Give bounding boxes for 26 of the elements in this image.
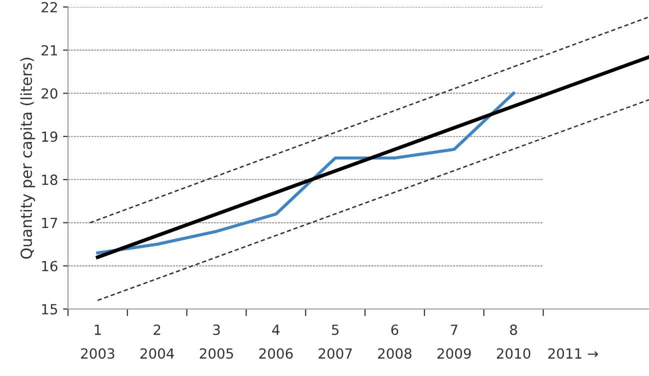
x2-tick-label: 2005	[200, 348, 233, 359]
y-tick-label: 21	[42, 45, 57, 56]
y-tick-label: 16	[42, 260, 58, 272]
x-tick-label: 3	[213, 324, 220, 336]
x2-tick-label: 2006	[259, 348, 293, 359]
y-tick-label: 22	[42, 2, 57, 12]
y-tick-label: 19	[42, 131, 58, 142]
x-tick-label: 5	[332, 324, 339, 336]
x-tick-label: 4	[272, 324, 280, 335]
x-tick-label: 2	[154, 324, 160, 335]
y-tick-label: 18	[42, 174, 58, 186]
x2-tick-label: 2007	[318, 348, 352, 359]
y-tick-label: 15	[42, 304, 58, 314]
x2-tick-label: 2004	[140, 348, 174, 359]
y-tick-label: 17	[42, 218, 58, 228]
y-tick-label: 20	[42, 88, 58, 99]
x2-tick-label: 2010	[496, 348, 530, 359]
x2-tick-label: 2003	[81, 348, 114, 359]
x-tick-label: 1	[94, 324, 101, 335]
x2-tick-label: 2008	[378, 348, 412, 359]
x-tick-label: 6	[391, 324, 398, 336]
x2-tick-label: 2011 →	[548, 348, 598, 359]
x-tick-label: 7	[450, 324, 458, 335]
x-tick-label: 8	[510, 324, 518, 336]
y-axis-title: Quantity per capita (liters)	[20, 58, 36, 259]
x2-tick-label: 2009	[437, 348, 471, 359]
